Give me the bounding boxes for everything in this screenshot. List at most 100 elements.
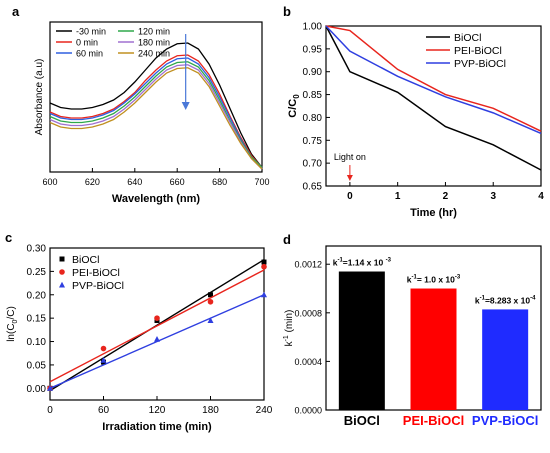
x-tick-label: 240 — [256, 405, 273, 416]
bar-label-exp: -3 — [455, 275, 461, 281]
y-axis-title: C/C0 — [287, 94, 301, 118]
annotation-arrow-icon — [346, 175, 353, 181]
data-point — [59, 269, 65, 275]
series-line — [49, 54, 263, 168]
fit-line — [49, 269, 265, 383]
y-tick-label: 0.05 — [27, 360, 47, 371]
y-tick-label: 0.65 — [303, 182, 323, 193]
data-point — [154, 315, 160, 321]
series-line — [325, 25, 542, 171]
annotation-light-on: Light on — [334, 152, 366, 162]
bar-label-exp: -3 — [386, 258, 392, 264]
y-axis-title-main: ln(C — [6, 323, 17, 341]
y-tick-label: 0.00 — [27, 384, 47, 395]
y-axis-title-sub: 0 — [12, 319, 19, 323]
series-line — [49, 64, 263, 170]
y-axis-title-post: /C) — [6, 306, 17, 319]
y-axis-title: Absorbance (a.u) — [34, 59, 45, 136]
legend-label: PEI-BiOCl — [72, 267, 120, 279]
bar-label-k: k — [475, 295, 480, 305]
x-tick-label: 620 — [85, 177, 100, 187]
bar-label-k: k — [333, 258, 338, 268]
x-tick-label: 600 — [42, 177, 57, 187]
y-tick-label: 0.0012 — [294, 260, 322, 270]
bar-label-mid: = 1.0 x 10 — [417, 275, 455, 285]
x-tick-label: 120 — [149, 405, 166, 416]
series-line — [49, 42, 263, 168]
x-tick-label: 660 — [170, 177, 185, 187]
panel-label: c — [5, 230, 12, 245]
y-axis-title: k-1 (min) — [283, 310, 295, 347]
bar-label-sup: -1 — [337, 258, 343, 264]
y-tick-label: 0.10 — [27, 337, 47, 348]
y-tick-label: 0.85 — [303, 90, 323, 101]
x-tick-label: 0 — [347, 191, 353, 202]
y-axis-title-sup: -1 — [283, 335, 290, 341]
legend-label: 120 min — [138, 27, 170, 37]
bar-value-label: k-1=1.14 x 10 -3 — [333, 258, 392, 268]
panel-label: a — [12, 4, 20, 19]
legend-label: BiOCl — [72, 254, 99, 266]
data-point — [261, 291, 267, 298]
series-line — [49, 67, 263, 170]
bar-label-exp: -4 — [530, 295, 536, 301]
legend-label: BiOCl — [454, 32, 481, 44]
bar-label-mid: =1.14 x 10 — [343, 258, 386, 268]
bar-value-label: k-1=8.283 x 10-4 — [475, 295, 536, 305]
legend-label: PVP-BiOCl — [72, 280, 124, 292]
arrow-head-icon — [181, 102, 190, 110]
x-tick-label: 640 — [127, 177, 142, 187]
data-point — [154, 336, 160, 342]
x-tick-label: 3 — [490, 191, 496, 202]
data-point — [261, 263, 267, 270]
x-tick-label: 4 — [538, 191, 544, 202]
y-tick-label: 0.0004 — [294, 357, 322, 367]
data-point — [207, 298, 214, 305]
y-tick-label: 0.0000 — [294, 406, 322, 416]
data-point — [100, 357, 107, 363]
data-point — [59, 281, 65, 288]
bar-label-sup: -1 — [412, 275, 418, 281]
legend-label: 240 min — [138, 49, 170, 59]
series-line — [49, 61, 263, 168]
y-axis-title-post: (min) — [284, 310, 295, 336]
bar — [338, 271, 385, 410]
y-tick-label: 0.90 — [303, 67, 323, 78]
x-tick-label: 0 — [47, 405, 53, 416]
data-point — [47, 385, 53, 391]
legend-label: 60 min — [76, 49, 103, 59]
y-tick-label: 0.25 — [27, 267, 47, 278]
x-axis-title: Time (hr) — [410, 207, 457, 219]
y-axis-title-main: k — [284, 340, 295, 346]
y-tick-label: 0.95 — [303, 44, 323, 55]
panel-label: d — [283, 232, 291, 247]
x-axis-title: Irradiation time (min) — [102, 421, 212, 433]
data-point — [208, 292, 213, 298]
panel-label: b — [283, 4, 291, 19]
y-tick-label: 0.0008 — [294, 308, 322, 318]
legend-label: 0 min — [76, 38, 98, 48]
plot-frame — [49, 21, 263, 173]
y-axis-title-main: C/C — [287, 99, 299, 118]
series-line — [325, 25, 542, 132]
bar-label-sup: -1 — [480, 295, 486, 301]
y-tick-label: 1.00 — [303, 22, 323, 33]
panel-c: c 0 60 120 180 240 0.00 0.05 0.10 0.15 0.20 0.25 0.3… — [5, 230, 273, 433]
legend-label: 180 min — [138, 38, 170, 48]
legend-label: PVP-BiOCl — [454, 58, 506, 70]
x-tick-label: 1 — [395, 191, 401, 202]
bar-value-label: k-1= 1.0 x 10-3 — [407, 275, 461, 285]
series-line — [49, 57, 263, 168]
category-label: BiOCl — [344, 413, 380, 428]
bar-label-mid: =8.283 x 10 — [485, 295, 530, 305]
x-tick-label: 180 — [202, 405, 219, 416]
y-tick-label: 0.30 — [27, 244, 47, 255]
panel-a: a 600 620 640 660 680 700 Wavelength (nm) Absorb… — [12, 4, 270, 205]
x-axis-title: Wavelength (nm) — [112, 193, 201, 205]
panel-b: b 0 1 2 3 4 0.65 0.70 0.75 0.80 0.85 0.90 0.95 1.00 Ti… — [283, 4, 544, 219]
y-tick-label: 0.20 — [27, 290, 47, 301]
y-tick-label: 0.75 — [303, 136, 323, 147]
x-tick-label: 2 — [443, 191, 449, 202]
